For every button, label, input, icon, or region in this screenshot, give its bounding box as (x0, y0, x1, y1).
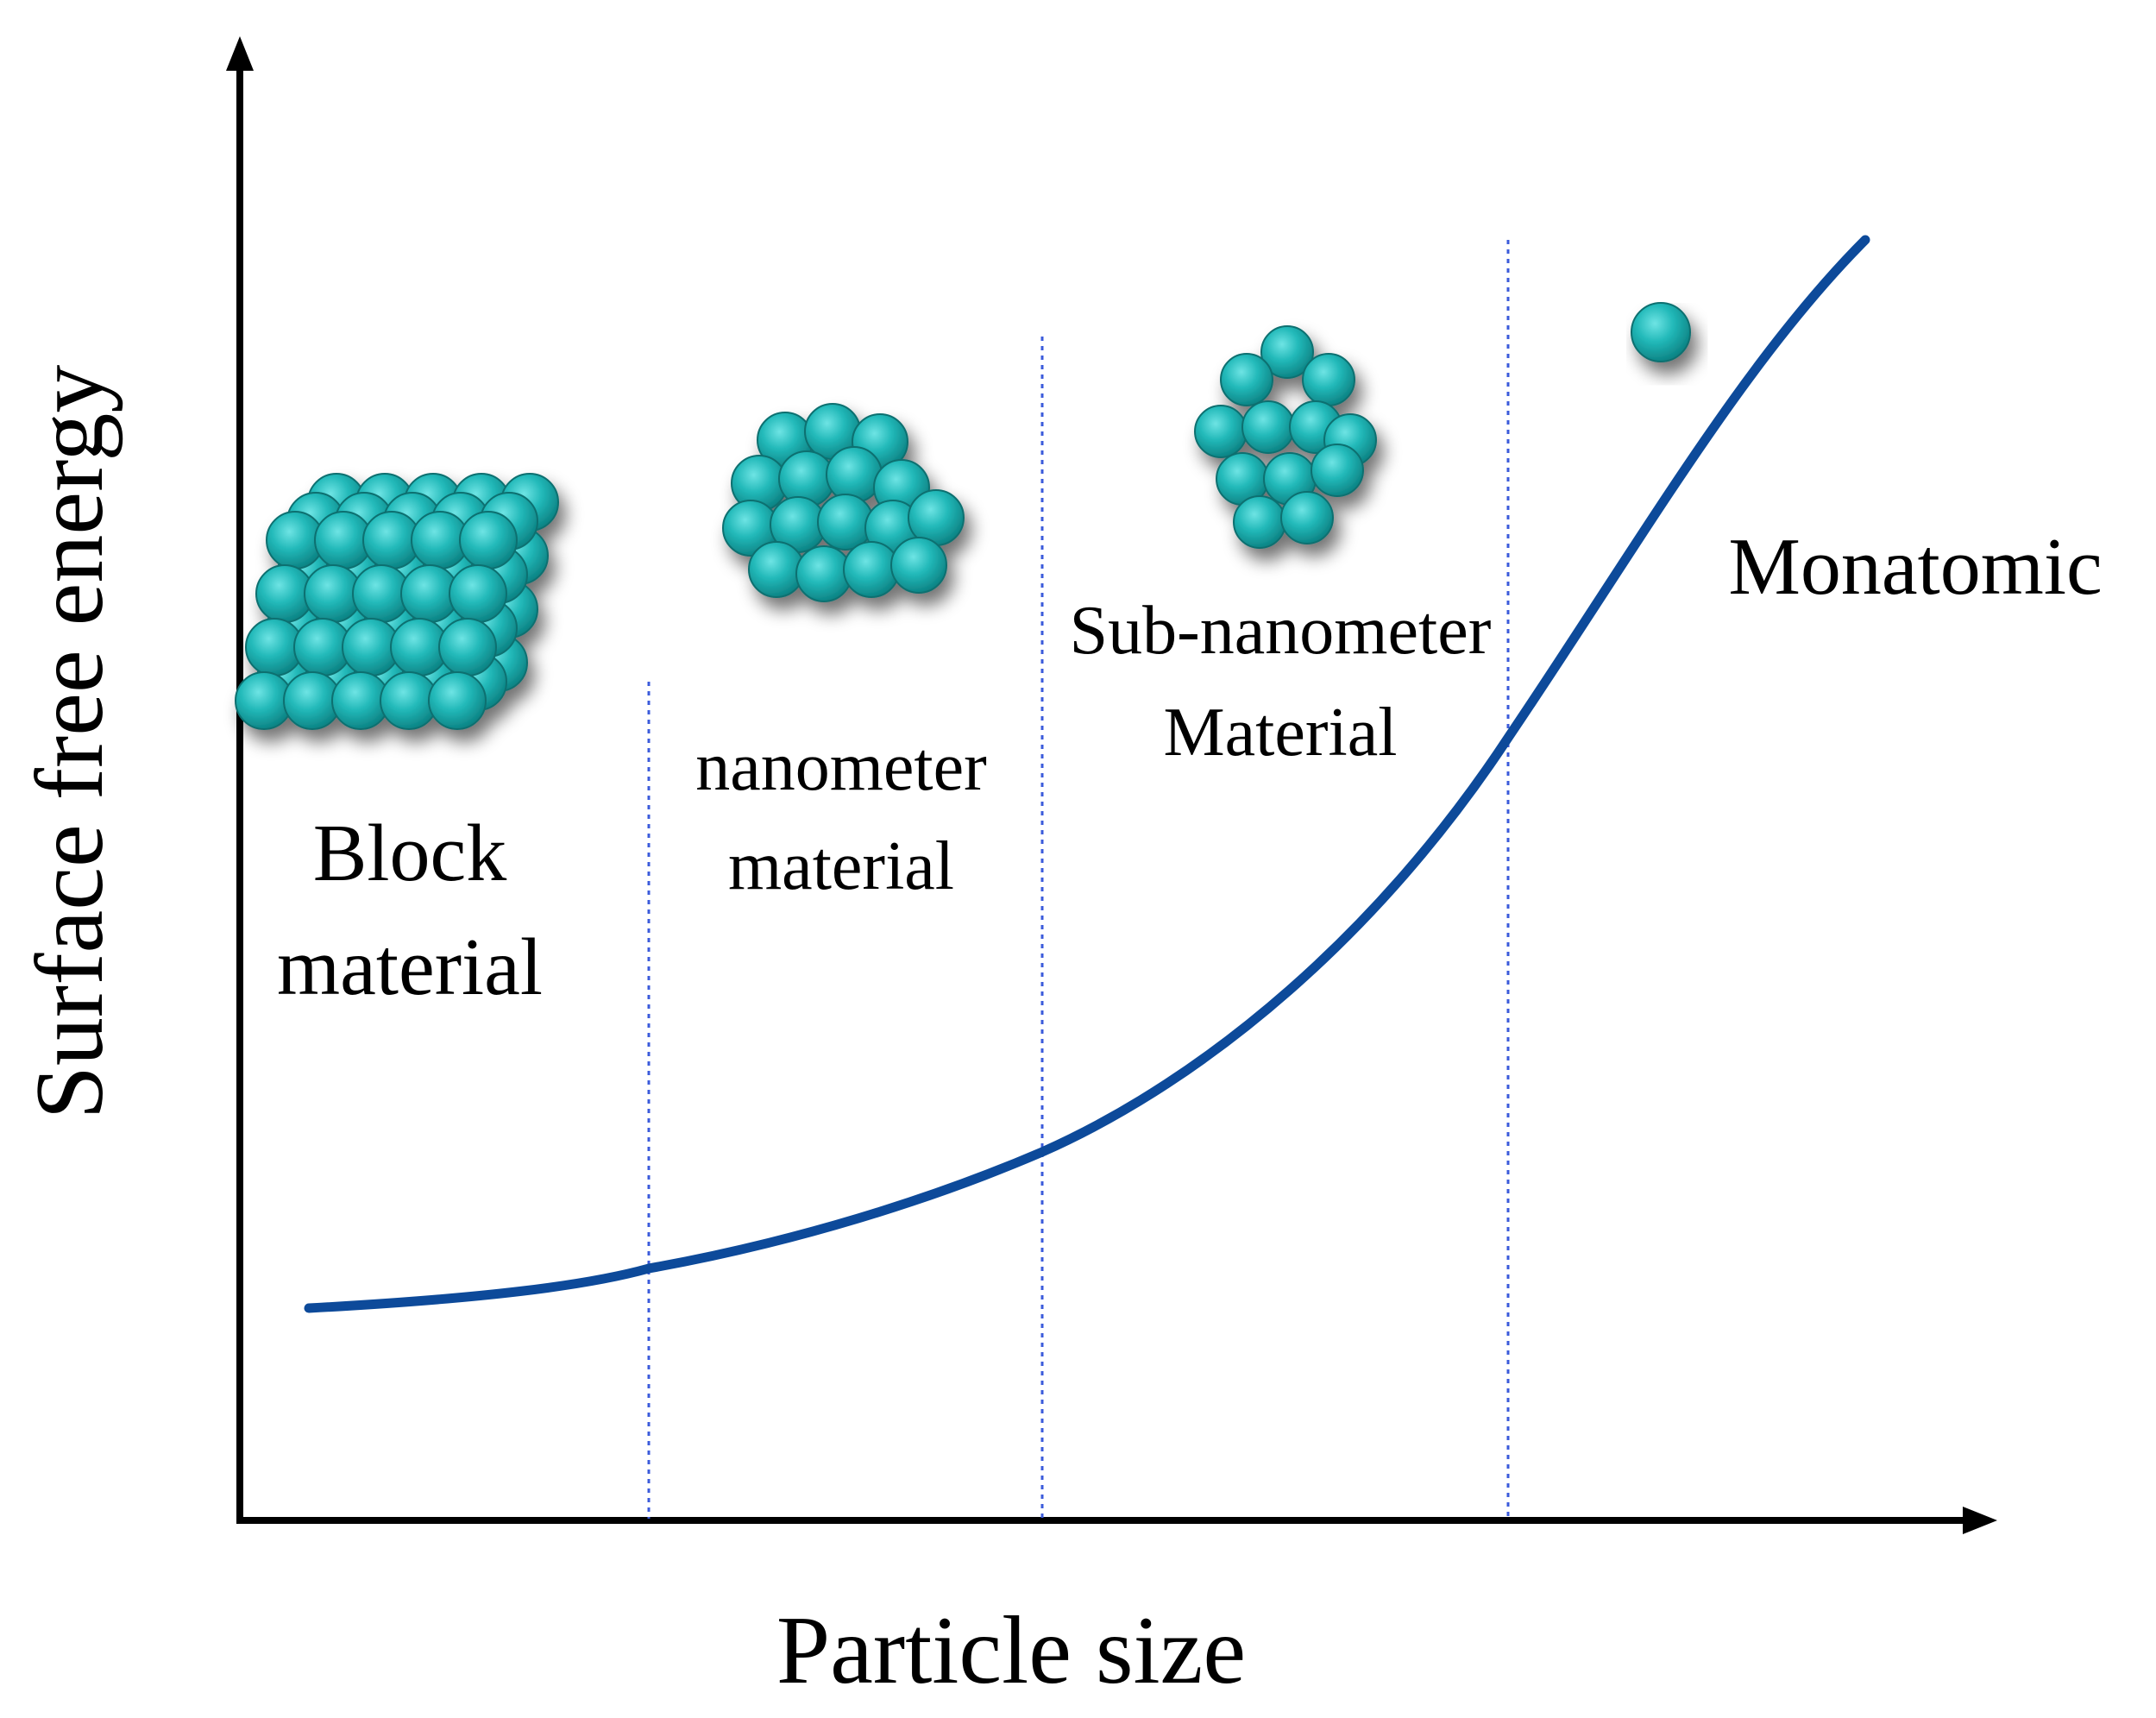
atom-icon (1220, 353, 1273, 406)
atom-icon (1311, 444, 1364, 497)
block-material-cluster-icon (235, 473, 559, 730)
x-axis-arrowhead (1963, 1507, 1997, 1534)
atom-icon (428, 671, 487, 730)
atom-icon (449, 564, 507, 623)
label-nano-line1: nanometer (695, 729, 987, 805)
atom-icon (817, 494, 874, 551)
atom-icon (890, 537, 947, 594)
x-axis-title: Particle size (776, 1597, 1246, 1704)
atom-icon (1302, 353, 1355, 406)
label-block-line1: Block (313, 809, 507, 898)
label-subnano-line2: Material (1164, 695, 1398, 771)
label-monatomic: Monatomic (1728, 522, 2102, 612)
surface-energy-curve (304, 235, 1870, 1313)
monatomic-atom-icon (1631, 302, 1691, 362)
atom-icon (1260, 325, 1314, 379)
nanometer-material-cluster-icon (722, 403, 965, 602)
atom-icon (826, 446, 883, 503)
label-block-line2: material (277, 922, 543, 1012)
label-subnano-line1: Sub-nanometer (1070, 593, 1492, 669)
atom-icon (1241, 400, 1295, 454)
y-axis-arrowhead (226, 36, 254, 71)
sub-nanometer-cluster-icon (1194, 325, 1377, 549)
atom-icon (1194, 405, 1248, 458)
atom-icon (1631, 302, 1691, 362)
atom-icon (459, 511, 518, 570)
atom-icon (1233, 495, 1286, 549)
y-axis-title: Surface free energy (16, 365, 123, 1120)
atom-icon (1280, 491, 1334, 544)
atom-icon (438, 618, 497, 677)
label-nano-line2: material (728, 828, 954, 904)
